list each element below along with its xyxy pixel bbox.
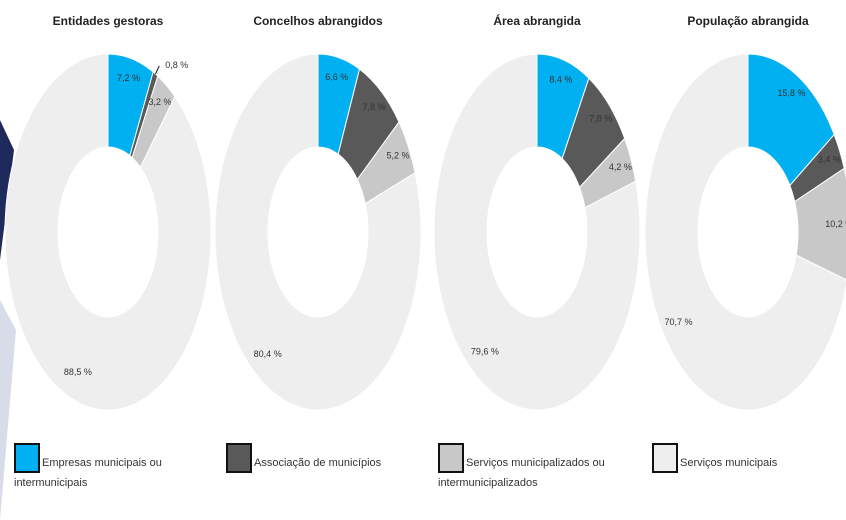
legend-entry: Serviços municipais [652,443,842,473]
legend-swatch [226,443,252,473]
panel-title: População abrangida [687,14,809,28]
legend-label: Serviços municipalizados ou intermunicip… [438,457,605,489]
legend-label: Serviços municipais [680,457,778,469]
value-label: 7,2 % [117,73,140,83]
value-label: 7,8 % [589,114,612,124]
panel-title: Área abrangida [493,13,581,28]
value-label: 7,8 % [362,102,385,112]
legend-swatch [438,443,464,473]
donut-slice [644,53,846,411]
value-label: 79,6 % [471,347,499,357]
value-label: 70,7 % [665,317,693,327]
legend-entry: Associação de municípios [226,443,416,473]
legend-label: Associação de municípios [254,457,382,469]
value-label: 4,2 % [609,162,632,172]
value-label: 5,2 % [387,150,410,160]
donut-slice [433,53,641,411]
legend-label: Empresas municipais ou intermunicipais [14,457,162,489]
donut-slice [747,53,835,187]
value-label: 0,8 % [165,60,188,70]
leader-line [155,65,160,75]
donut-slice [794,167,846,281]
decoration [0,120,14,260]
value-label: 80,4 % [254,349,282,359]
panel-title: Concelhos abrangidos [253,14,383,28]
legend-swatch [652,443,678,473]
legend-swatch [14,443,40,473]
value-label: 10,2 % [825,219,846,229]
legend-entry: Serviços municipalizados ou intermunicip… [438,443,628,493]
panel-title: Entidades gestoras [53,14,164,28]
value-label: 88,5 % [64,367,92,377]
value-label: 8,4 % [549,74,572,84]
donut-slice [214,53,422,411]
value-label: 3,4 % [818,155,841,165]
value-label: 3,2 % [148,97,171,107]
value-label: 6,6 % [325,72,348,82]
value-label: 15,8 % [777,88,805,98]
donut-slice [4,53,212,411]
decoration [0,300,16,520]
legend-entry: Empresas municipais ou intermunicipais [14,443,204,493]
